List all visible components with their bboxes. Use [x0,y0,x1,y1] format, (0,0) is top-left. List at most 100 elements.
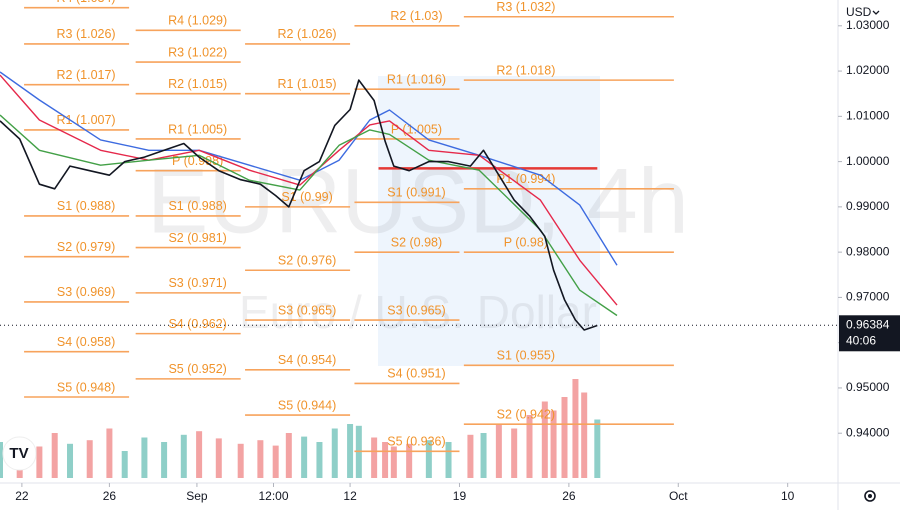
y-tick-label: 1.02000 [846,63,890,77]
currency-caret[interactable] [872,10,880,15]
pivot-label: S2 (0.981) [168,231,226,245]
pivot-label: R4 (1.029) [168,14,227,28]
watermark-description: Euro / U.S. Dollar [239,286,597,338]
pivot-label: R2 (1.017) [57,68,116,82]
pivot-label: S4 (0.958) [57,335,115,349]
volume-bar [36,446,43,478]
volume-bar [316,442,323,478]
volume-bar [390,446,397,478]
x-tick-label: Oct [669,489,688,503]
pivot-label: R3 (1.022) [168,45,227,59]
pivot-label: S5 (0.952) [168,362,226,376]
volume-bar [425,440,432,478]
y-tick-label: 0.97000 [846,290,890,304]
pivot-label: P (1.005) [391,122,442,136]
x-tick-label: Sep [186,489,208,503]
x-tick-label: 10 [781,489,795,503]
volume-bar [526,415,533,478]
pivot-label: S1 (0.988) [57,199,115,213]
y-tick-label: 1.03000 [846,18,890,32]
countdown-label: 40:06 [846,333,876,347]
pivot-label: P (0.98) [504,235,548,249]
volume-bar [272,445,279,478]
pivot-label: S5 (0.948) [57,380,115,394]
pivot-label: R4 (1.034) [57,0,116,5]
pivot-label: S1 (0.988) [168,199,226,213]
volume-bar [215,438,222,478]
pivot-label: R1 (1.016) [387,72,446,86]
volume-bar [541,401,548,478]
pivot-label: R2 (1.03) [390,9,442,23]
volume-bar [495,424,502,478]
volume-bar [161,442,168,478]
pivot-label: S3 (0.971) [168,276,226,290]
pivot-label: S3 (0.965) [387,303,445,317]
x-tick-label: 22 [15,489,29,503]
volume-bar [301,436,308,478]
pivot-label: S1 (0.955) [497,349,555,363]
volume-bar [180,434,187,478]
pivot-label: S2 (0.979) [57,240,115,254]
pivot-label: R3 (1.032) [496,0,555,14]
pivot-label: S4 (0.962) [168,317,226,331]
x-tick-label: 26 [103,489,117,503]
volume-bar [0,442,3,478]
volume-bar [196,431,203,478]
volume-bar [511,428,518,478]
svg-text:TV: TV [9,445,28,462]
settings-gear[interactable] [864,490,876,502]
pivot-label: S4 (0.954) [278,353,336,367]
pivot-label: R2 (1.026) [278,27,337,41]
volume-bar [406,443,413,478]
tv-logo: TV [2,436,37,471]
pivot-label: R3 (1.026) [57,27,116,41]
pivot-label: R2 (1.015) [168,77,227,91]
volume-bar [237,443,244,478]
pivot-label: S5 (0.944) [278,398,336,412]
y-tick-label: 1.00000 [846,154,890,168]
y-tick-label: 0.98000 [846,244,890,258]
pivot-label: S2 (0.942) [497,407,555,421]
pivot-label: S3 (0.969) [57,285,115,299]
pivot-label: S2 (0.98) [391,235,442,249]
moving-average [0,74,618,306]
volume-bar [347,424,354,478]
volume-bar [51,433,58,478]
y-tick-label: 0.99000 [846,199,890,213]
last-price-label: 0.96384 [846,317,890,331]
pivot-label: R2 (1.018) [496,63,555,77]
volume-bar [581,392,588,478]
volume-bar [141,437,148,478]
pivot-label: S1 (0.991) [387,186,445,200]
pivot-label: S4 (0.951) [387,367,445,381]
y-tick-label: 1.01000 [846,109,890,123]
x-tick-label: 26 [562,489,576,503]
pivot-label: R1 (1.005) [168,122,227,136]
y-tick-label: 0.94000 [846,425,890,439]
volume-bar [594,419,601,478]
range-highlight [378,76,600,366]
pivot-label: S5 (0.936) [387,435,445,449]
volume-bar [467,434,474,478]
moving-average [0,114,618,317]
volume-bar [285,433,292,478]
volume-bar [86,440,93,478]
volume-bar [371,437,378,478]
volume-bar [331,428,338,478]
price-line [0,79,598,331]
x-tick-label: 19 [453,489,467,503]
moving-average [0,71,618,266]
x-tick-label: 12:00 [258,489,288,503]
y-tick-label: 0.95000 [846,380,890,394]
currency-selector[interactable]: USD [846,5,872,19]
pivot-label: S1 (0.99) [281,190,332,204]
volume-bar [67,443,74,478]
pivot-label: R1 (1.007) [57,113,116,127]
volume-bar [550,410,557,478]
pivot-label: S2 (0.976) [278,254,336,268]
volume-bar [561,397,568,478]
last-price-box [839,315,900,352]
volume-bar [445,442,452,478]
